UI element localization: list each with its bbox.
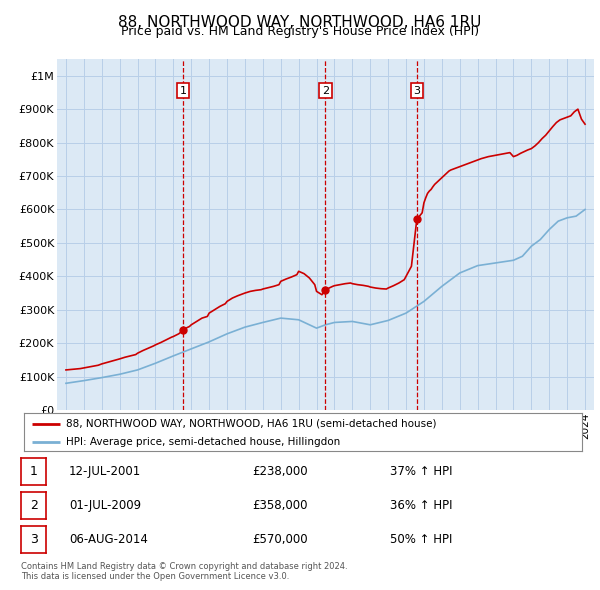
- Text: 1: 1: [179, 86, 187, 96]
- Text: 2: 2: [322, 86, 329, 96]
- Text: Price paid vs. HM Land Registry's House Price Index (HPI): Price paid vs. HM Land Registry's House …: [121, 25, 479, 38]
- Text: 06-AUG-2014: 06-AUG-2014: [69, 533, 148, 546]
- Text: 50% ↑ HPI: 50% ↑ HPI: [390, 533, 452, 546]
- Text: 88, NORTHWOOD WAY, NORTHWOOD, HA6 1RU (semi-detached house): 88, NORTHWOOD WAY, NORTHWOOD, HA6 1RU (s…: [66, 419, 436, 429]
- Text: 01-JUL-2009: 01-JUL-2009: [69, 499, 141, 512]
- Text: 1: 1: [29, 465, 38, 478]
- Text: 3: 3: [413, 86, 420, 96]
- Text: 36% ↑ HPI: 36% ↑ HPI: [390, 499, 452, 512]
- Text: £238,000: £238,000: [252, 465, 308, 478]
- Text: HPI: Average price, semi-detached house, Hillingdon: HPI: Average price, semi-detached house,…: [66, 437, 340, 447]
- Text: 37% ↑ HPI: 37% ↑ HPI: [390, 465, 452, 478]
- Text: 88, NORTHWOOD WAY, NORTHWOOD, HA6 1RU: 88, NORTHWOOD WAY, NORTHWOOD, HA6 1RU: [118, 15, 482, 30]
- Text: 3: 3: [29, 533, 38, 546]
- Text: 2: 2: [29, 499, 38, 512]
- Text: 12-JUL-2001: 12-JUL-2001: [69, 465, 141, 478]
- Text: £570,000: £570,000: [252, 533, 308, 546]
- Text: Contains HM Land Registry data © Crown copyright and database right 2024.
This d: Contains HM Land Registry data © Crown c…: [21, 562, 347, 581]
- Text: £358,000: £358,000: [252, 499, 308, 512]
